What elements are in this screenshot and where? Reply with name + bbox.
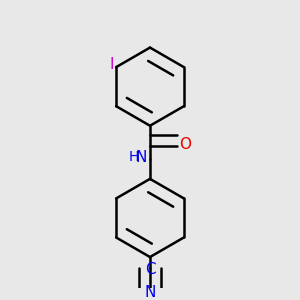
Text: C: C — [145, 262, 156, 277]
Text: N: N — [136, 150, 147, 165]
Text: H: H — [129, 150, 139, 164]
Text: I: I — [109, 57, 114, 72]
Text: O: O — [179, 137, 191, 152]
Text: N: N — [145, 285, 156, 300]
